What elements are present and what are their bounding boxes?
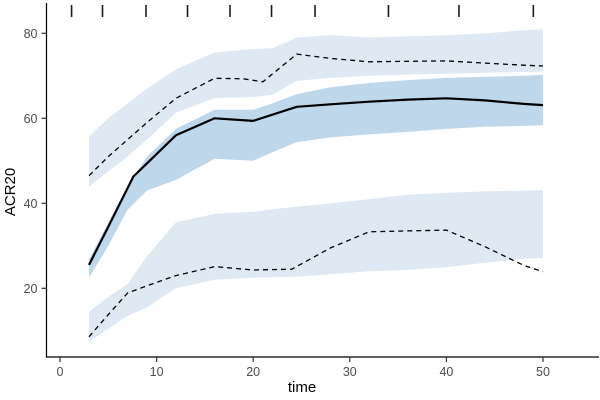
x-tick-label: 40 [439,365,453,379]
lower-ci-ribbon [89,190,543,342]
upper-bound-line [88,53,544,177]
x-tick-label: 50 [536,365,550,379]
y-tick-label: 80 [24,27,38,41]
x-tick-label: 30 [343,365,357,379]
upper-ci-ribbon [89,29,543,187]
mean-line [88,97,544,266]
y-axis-title: ACR20 [2,168,19,216]
mean-ci-ribbon [89,74,543,278]
y-tick-label: 20 [24,282,38,296]
x-tick-label: 0 [57,365,64,379]
lower-bound-line [88,229,544,338]
y-tick-label: 60 [24,112,38,126]
x-tick-label: 20 [246,365,260,379]
x-axis: 0 10 20 30 40 50 [57,357,550,379]
y-axis: 20 40 60 80 [24,27,47,296]
y-tick-label: 40 [24,197,38,211]
x-axis-title: time [288,379,316,396]
x-tick-label: 10 [150,365,164,379]
rug-marks [70,5,535,17]
